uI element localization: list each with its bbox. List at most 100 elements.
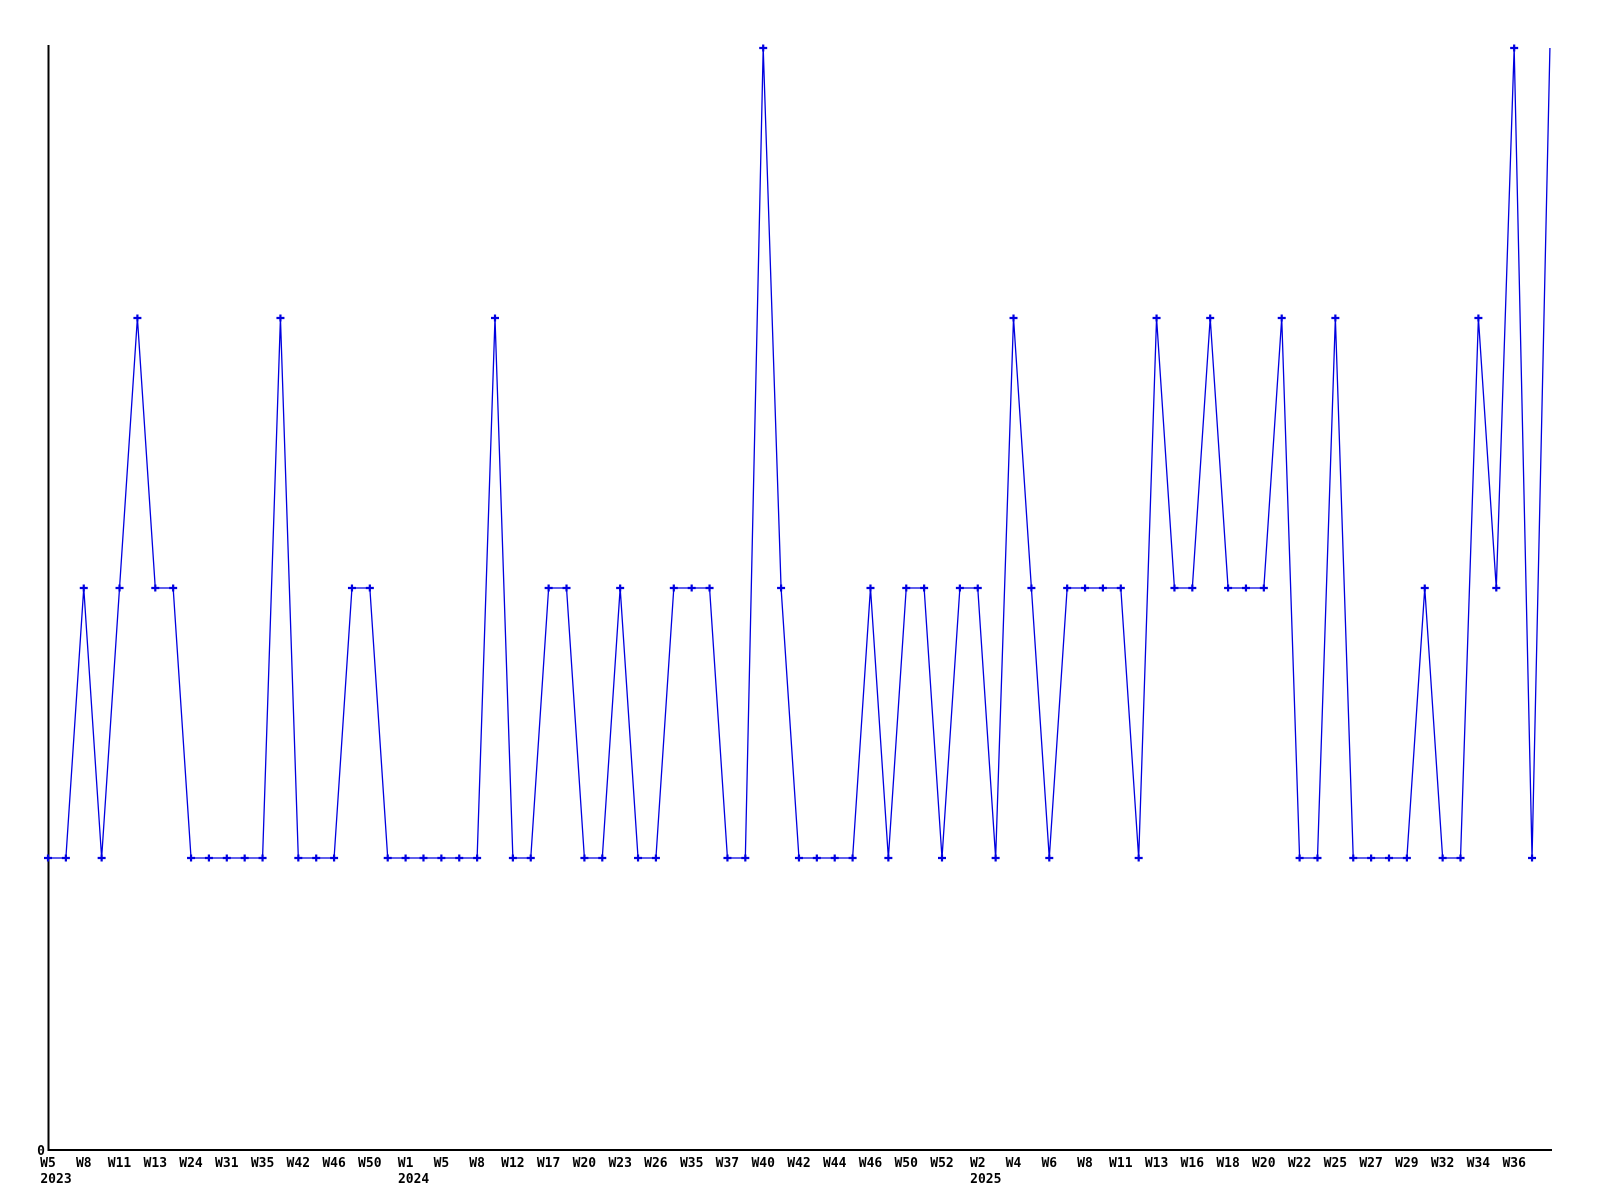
data-point-markers — [44, 44, 1537, 862]
data-point-marker — [115, 584, 124, 592]
data-point-marker — [1295, 854, 1304, 862]
data-point-marker — [1241, 584, 1250, 592]
data-point-marker — [1009, 314, 1018, 322]
data-point-marker — [1402, 854, 1411, 862]
data-point-marker — [294, 854, 303, 862]
data-point-marker — [759, 44, 768, 52]
data-point-marker — [1438, 854, 1447, 862]
x-tick-label: W24 — [179, 1156, 203, 1171]
data-point-marker — [383, 854, 392, 862]
x-tick-label: W8 — [76, 1156, 92, 1171]
x-tick-label: W11 — [1109, 1156, 1133, 1171]
data-point-marker — [1224, 584, 1233, 592]
data-point-marker — [1098, 584, 1107, 592]
data-point-marker — [1313, 854, 1322, 862]
data-point-marker — [562, 584, 571, 592]
data-point-marker — [365, 584, 374, 592]
x-tick-label: W50 — [894, 1156, 918, 1171]
x-tick-label: W16 — [1181, 1156, 1205, 1171]
x-tick-label: W26 — [644, 1156, 668, 1171]
data-point-marker — [526, 854, 535, 862]
data-point-marker — [133, 314, 142, 322]
x-axis-year-labels: 2023 2024 2025 — [40, 1172, 1001, 1187]
data-point-marker — [1116, 584, 1125, 592]
x-tick-label: W27 — [1359, 1156, 1382, 1171]
data-point-marker — [1385, 854, 1393, 862]
data-point-marker — [222, 854, 231, 862]
data-point-marker — [1188, 584, 1197, 592]
x-tick-label: W34 — [1467, 1156, 1491, 1171]
x-tick-label: W35 — [680, 1156, 703, 1171]
x-tick-label: W20 — [1252, 1156, 1276, 1171]
data-point-marker — [991, 854, 1000, 862]
data-point-marker — [598, 854, 607, 862]
data-point-marker — [258, 854, 267, 862]
data-point-marker — [240, 854, 249, 862]
x-year-label: 2025 — [970, 1172, 1001, 1187]
x-tick-label: W52 — [930, 1156, 953, 1171]
line-series — [48, 47, 1551, 859]
data-point-marker — [1474, 314, 1483, 322]
data-point-marker — [97, 854, 106, 862]
data-point-marker — [1134, 854, 1143, 862]
data-point-marker — [616, 584, 625, 592]
data-point-marker — [651, 854, 660, 862]
data-point-marker — [1170, 584, 1179, 592]
data-point-marker — [1045, 854, 1054, 862]
data-point-marker — [1027, 584, 1036, 592]
data-point-marker — [1206, 314, 1215, 322]
x-tick-label: W42 — [787, 1156, 810, 1171]
data-point-marker — [741, 854, 750, 862]
x-tick-label: W29 — [1395, 1156, 1418, 1171]
x-tick-label: W11 — [108, 1156, 132, 1171]
x-year-label: 2024 — [398, 1172, 429, 1187]
data-point-marker — [151, 584, 160, 592]
data-point-marker — [330, 854, 339, 862]
x-tick-label: W8 — [469, 1156, 485, 1171]
data-point-marker — [866, 584, 875, 592]
data-point-marker — [1152, 314, 1161, 322]
x-tick-label: W35 — [251, 1156, 274, 1171]
x-tick-label: W4 — [1006, 1156, 1022, 1171]
data-point-marker — [204, 854, 213, 862]
data-point-marker — [1331, 314, 1340, 322]
data-point-marker — [401, 854, 410, 862]
data-point-marker — [812, 854, 821, 862]
x-axis-tick-labels: W5 W8 W11 W13 W24 W31 W35 W42 W46 W50 W1 W5 W8 W12 W17… — [40, 1156, 1526, 1171]
x-tick-label: W22 — [1288, 1156, 1311, 1171]
x-tick-label: W31 — [215, 1156, 239, 1171]
data-point-marker — [938, 854, 946, 862]
data-point-marker — [1528, 854, 1537, 862]
data-point-marker — [79, 584, 88, 592]
x-tick-label: W37 — [716, 1156, 739, 1171]
x-tick-label: W46 — [859, 1156, 883, 1171]
data-point-marker — [669, 584, 678, 592]
data-point-marker — [508, 854, 517, 862]
data-point-marker — [1492, 584, 1501, 592]
x-tick-label: W42 — [287, 1156, 310, 1171]
data-point-marker — [44, 854, 52, 862]
x-tick-label: W1 — [398, 1156, 414, 1171]
activity-polyline — [48, 47, 1551, 859]
data-point-marker — [973, 584, 982, 592]
data-point-marker — [347, 584, 356, 592]
x-tick-label: W40 — [751, 1156, 775, 1171]
x-year-label: 2023 — [40, 1172, 71, 1187]
data-point-marker — [1081, 584, 1090, 592]
x-tick-label: W17 — [537, 1156, 560, 1171]
data-point-marker — [187, 854, 196, 862]
x-tick-label: W13 — [144, 1156, 167, 1171]
data-point-marker — [902, 584, 911, 592]
x-tick-label: W36 — [1502, 1156, 1526, 1171]
data-point-marker — [1063, 584, 1072, 592]
data-point-marker — [1456, 854, 1465, 862]
data-point-marker — [455, 854, 464, 862]
data-point-marker — [955, 584, 964, 592]
x-tick-label: W20 — [573, 1156, 597, 1171]
data-point-marker — [777, 584, 786, 592]
data-point-marker — [419, 854, 428, 862]
data-point-marker — [723, 854, 732, 862]
data-point-marker — [312, 854, 321, 862]
data-point-marker — [1277, 314, 1286, 322]
